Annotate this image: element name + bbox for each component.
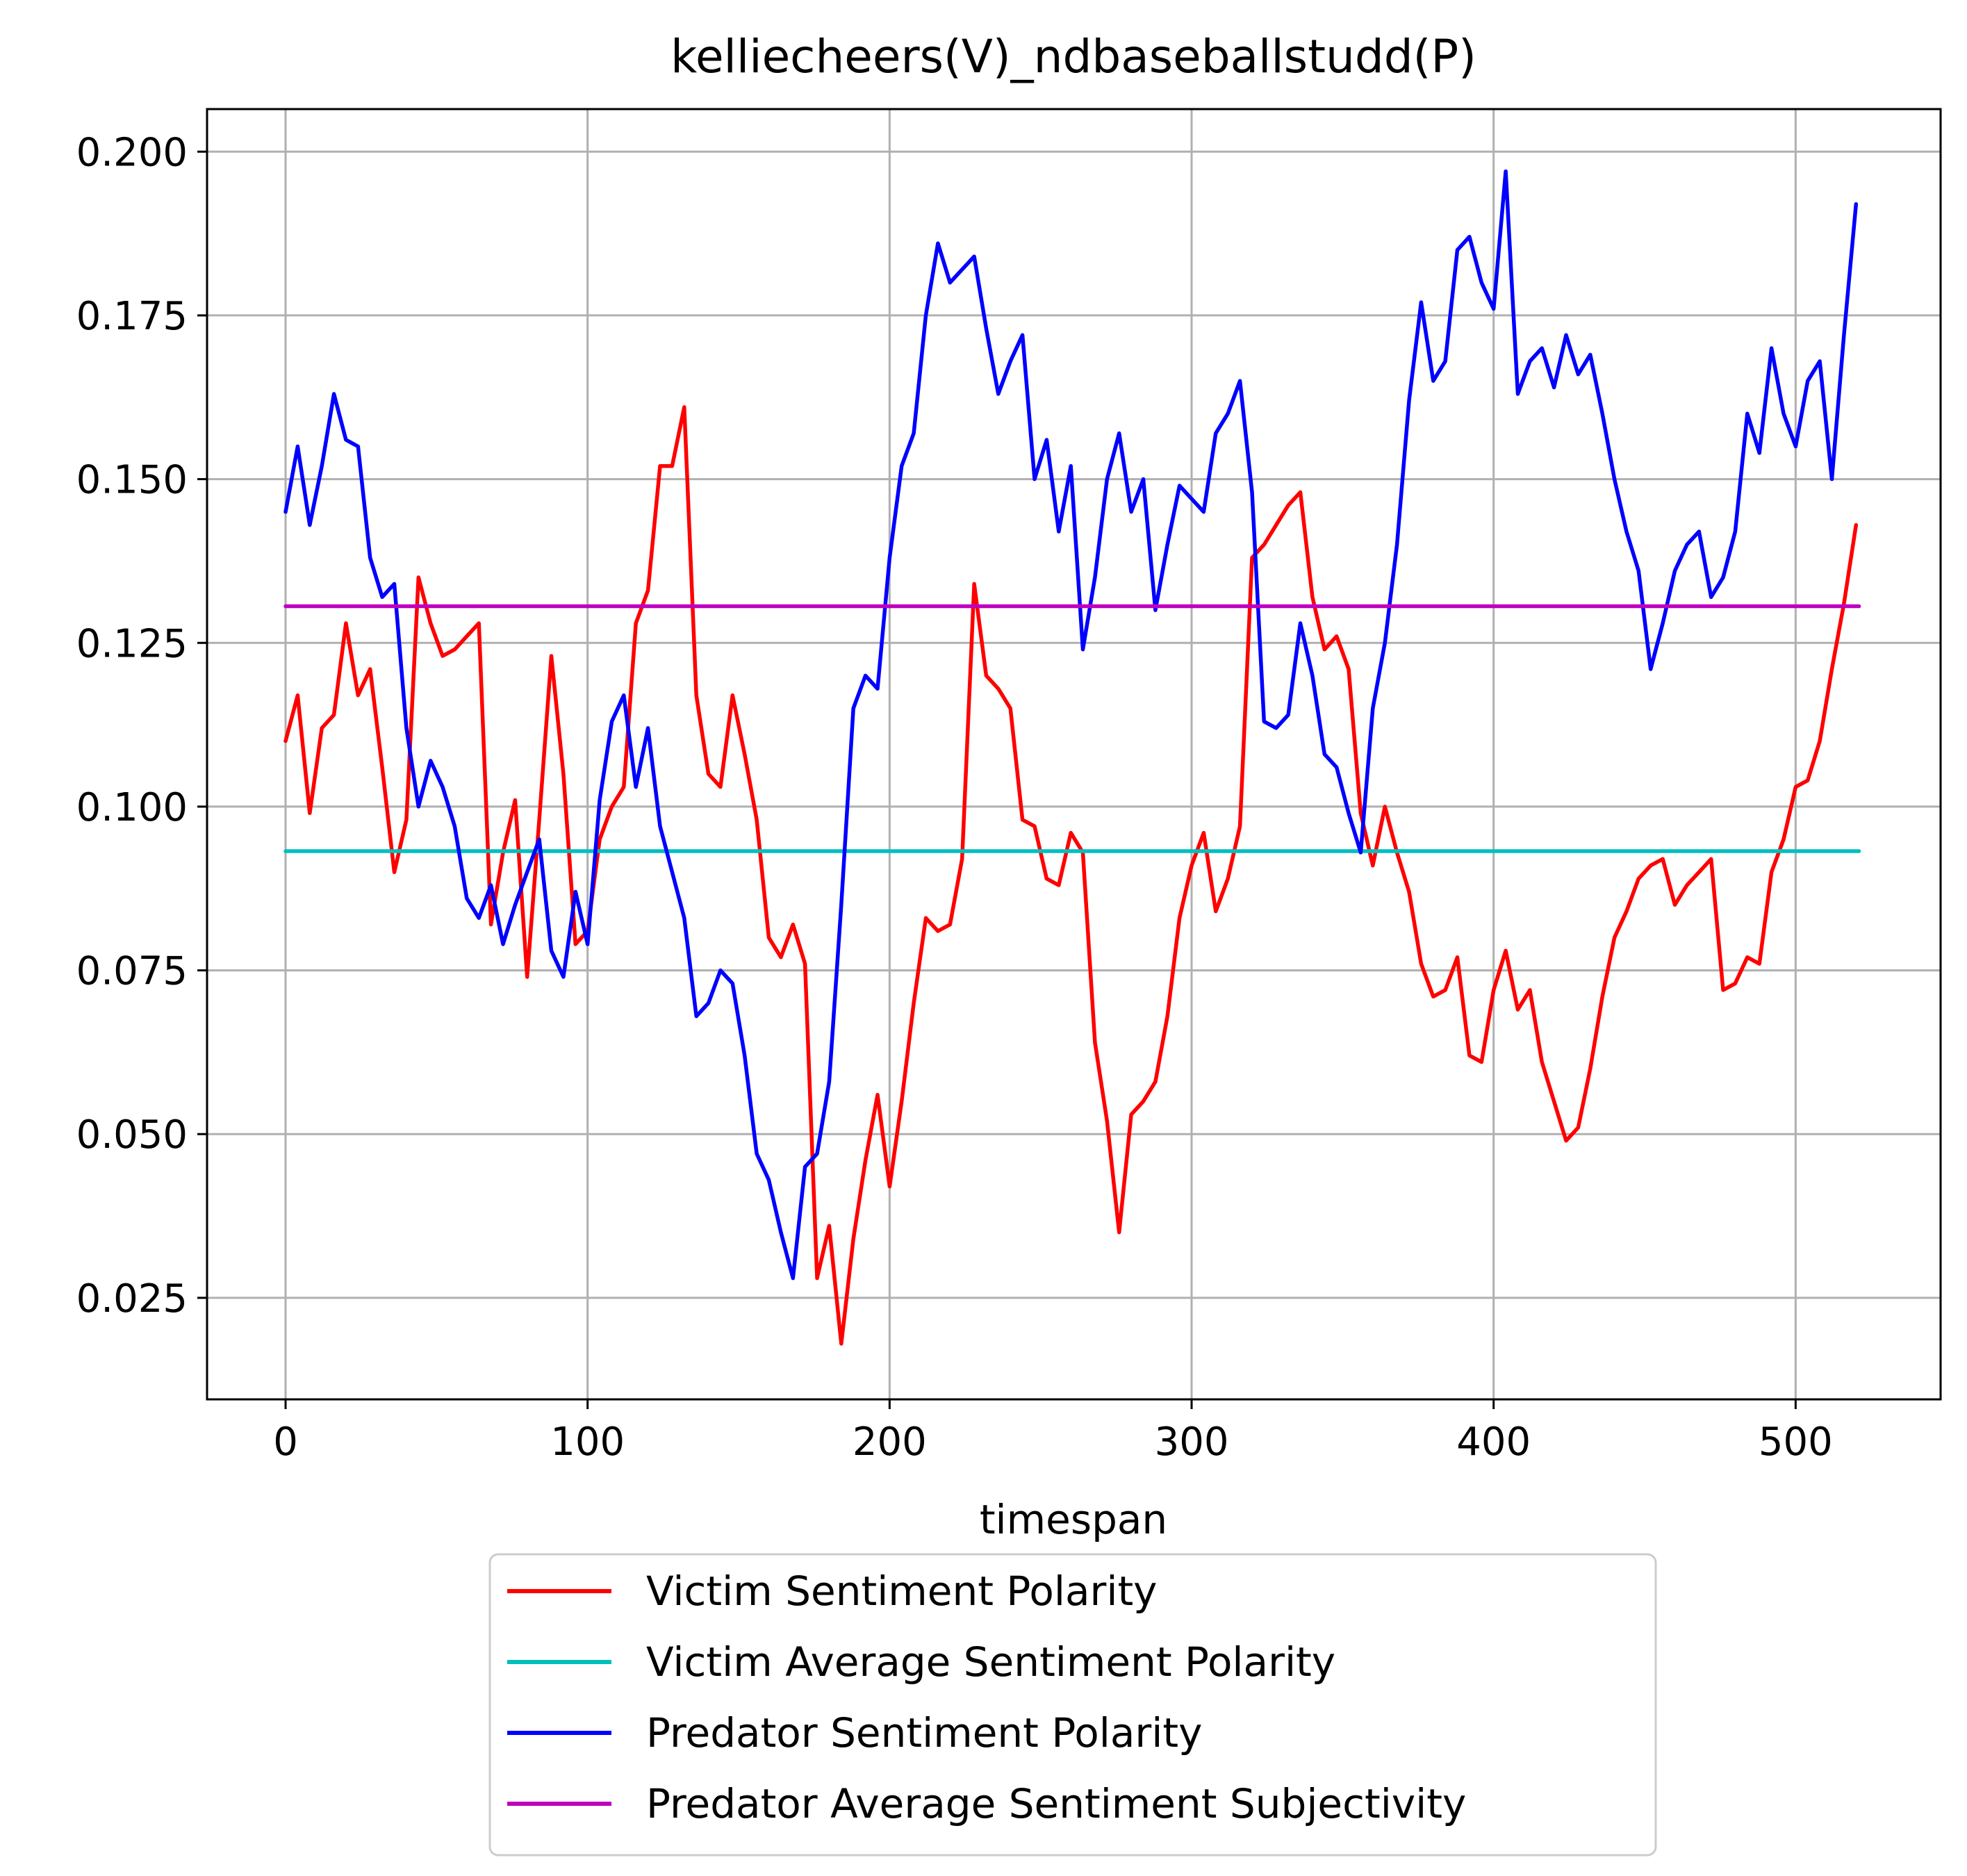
x-tick-label: 300 [1155,1420,1229,1465]
plot-area-frame [206,108,1942,1401]
x-tick-label: 500 [1759,1420,1833,1465]
legend-box [488,1553,1657,1857]
x-axis-label: timespan [980,1496,1167,1543]
legend-label-predator-sentiment-polarity: Predator Sentiment Polarity [646,1709,1202,1756]
y-tick-label: 0.125 [76,621,188,666]
y-tick-label: 0.175 [76,294,188,339]
x-axis-ticks: 0 100 200 300 400 500 [273,1399,1833,1465]
chart-title: kelliecheers(V)_ndbaseballstudd(P) [670,30,1476,83]
y-tick-label: 0.075 [76,949,188,994]
legend: Victim Sentiment Polarity Victim Average … [488,1553,1657,1857]
y-axis-ticks: 0.025 0.050 0.075 0.100 0.125 0.150 0.175 0.200 [76,130,207,1322]
x-tick-label: 400 [1456,1420,1531,1465]
series-line-predator-sentiment-polarity [283,169,1859,1281]
legend-label-predator-average-sentiment-subjectivity: Predator Average Sentiment Subjectivity [646,1780,1466,1827]
y-tick-label: 0.150 [76,458,188,503]
y-tick-label: 0.025 [76,1276,188,1322]
y-tick-label: 0.200 [76,130,188,175]
y-tick-label: 0.100 [76,785,188,830]
series-line-victim-sentiment-polarity [283,405,1859,1346]
legend-label-victim-average-sentiment-polarity: Victim Average Sentiment Polarity [646,1638,1335,1686]
grid [207,109,1941,1399]
legend-label-victim-sentiment-polarity: Victim Sentiment Polarity [646,1568,1158,1615]
y-tick-label: 0.050 [76,1112,188,1158]
x-tick-label: 200 [853,1420,927,1465]
x-tick-label: 0 [273,1420,298,1465]
series-lines [283,169,1861,1346]
x-tick-label: 100 [550,1420,625,1465]
